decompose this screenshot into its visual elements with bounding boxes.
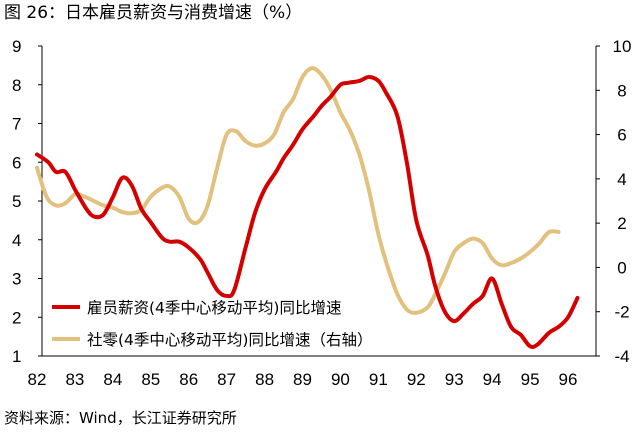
left-tick-label: 4: [12, 231, 21, 250]
left-tick-label: 7: [12, 115, 21, 134]
x-tick-label: 85: [141, 370, 160, 389]
left-axis-ticks: 1 2 3 4 5 6 7 8 9: [12, 37, 42, 366]
right-tick-label: 8: [617, 81, 626, 100]
x-tick-label: 92: [407, 370, 426, 389]
left-tick-label: 8: [12, 76, 21, 95]
x-tick-label: 89: [293, 370, 312, 389]
left-tick-label: 6: [12, 153, 21, 172]
legend-item-wages-label: 雇员薪资(4季中心移动平均)同比增速: [87, 299, 341, 317]
x-tick-label: 87: [217, 370, 236, 389]
series-line-retail-sales: [35, 66, 561, 315]
x-tick-label: 93: [445, 370, 464, 389]
x-axis-ticks: 82 83 84 85 86 87 88 89 90 91 92 93 94 95 96: [28, 370, 578, 389]
x-tick-label: 96: [559, 370, 578, 389]
x-tick-label: 82: [28, 370, 47, 389]
x-tick-label: 94: [483, 370, 502, 389]
right-tick-label: -4: [614, 347, 629, 366]
x-tick-label: 84: [103, 370, 122, 389]
x-tick-label: 83: [65, 370, 84, 389]
left-tick-label: 2: [12, 308, 21, 327]
chart-lines: [35, 66, 580, 349]
x-tick-label: 86: [179, 370, 198, 389]
right-tick-label: 10: [613, 37, 632, 56]
right-tick-label: 0: [617, 258, 626, 277]
x-tick-label: 90: [331, 370, 350, 389]
x-tick-label: 95: [521, 370, 540, 389]
left-tick-label: 3: [12, 270, 21, 289]
left-tick-label: 9: [12, 37, 21, 56]
right-tick-label: 6: [617, 126, 626, 145]
right-tick-label: -2: [614, 303, 629, 322]
x-tick-label: 88: [255, 370, 274, 389]
source-note: 资料来源：Wind，长江证券研究所: [4, 409, 237, 427]
legend-item-retail-sales-label: 社零(4季中心移动平均)同比增速（右轴）: [87, 331, 372, 349]
series-line-wages: [35, 75, 580, 349]
left-tick-label: 5: [12, 192, 21, 211]
right-tick-label: 2: [617, 214, 626, 233]
left-tick-label: 1: [12, 347, 21, 366]
x-tick-label: 91: [369, 370, 388, 389]
right-tick-label: 4: [617, 170, 626, 189]
right-axis-ticks: -4 -2 0 2 4 6 8 10: [596, 37, 631, 366]
chart-title: 图 26：日本雇员薪资与消费增速（%）: [4, 3, 303, 23]
